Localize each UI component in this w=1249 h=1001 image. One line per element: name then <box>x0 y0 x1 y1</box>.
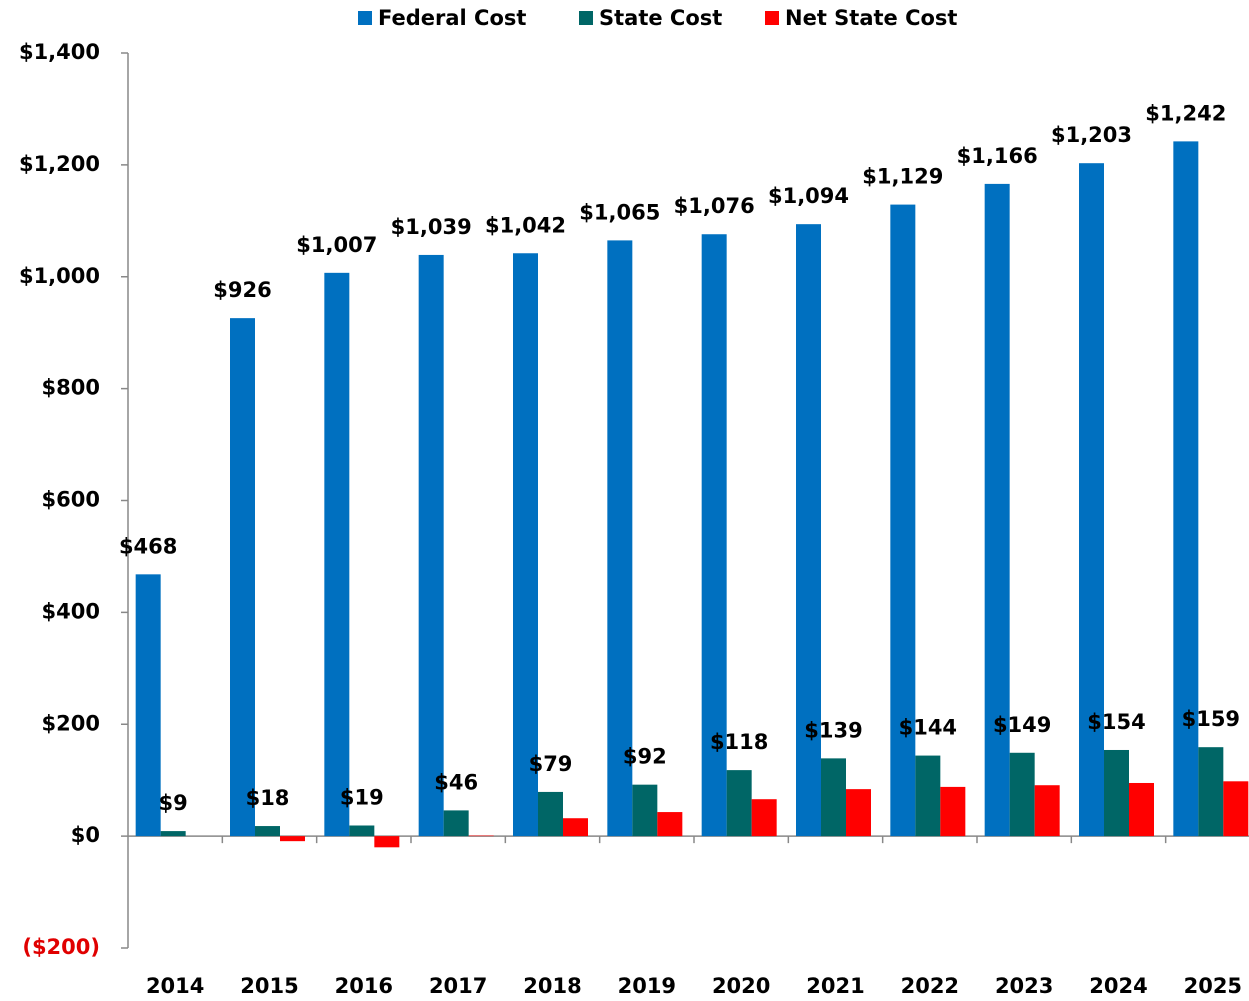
x-tick-label: 2021 <box>806 974 864 998</box>
x-tick-label: 2015 <box>240 974 298 998</box>
data-label: $118 <box>710 730 768 754</box>
y-tick-label: $1,000 <box>19 264 100 288</box>
bar <box>1034 785 1060 837</box>
data-label: $144 <box>899 716 957 740</box>
x-tick-label: 2020 <box>712 974 770 998</box>
bar <box>1223 781 1249 837</box>
bar <box>796 224 821 837</box>
y-tick-label: $400 <box>42 599 100 623</box>
x-tick-label: 2024 <box>1089 974 1147 998</box>
y-tick-label: $200 <box>42 711 100 735</box>
data-label: $1,007 <box>296 233 377 257</box>
x-tick-label: 2019 <box>618 974 676 998</box>
bar <box>1079 163 1104 837</box>
data-label: $9 <box>159 791 188 815</box>
bar <box>513 253 538 837</box>
data-label: $92 <box>623 745 667 769</box>
bar <box>890 204 916 837</box>
bar <box>135 574 161 837</box>
bar <box>940 786 966 837</box>
bar <box>255 826 280 837</box>
data-label: $79 <box>529 752 573 776</box>
bar <box>915 755 941 837</box>
bar <box>230 318 255 837</box>
bar <box>1173 141 1199 837</box>
bar <box>374 836 400 848</box>
bar <box>701 234 727 837</box>
x-tick-label: 2023 <box>995 974 1053 998</box>
bar <box>418 254 444 837</box>
bar <box>846 789 871 837</box>
bar <box>538 791 563 837</box>
data-label: $1,065 <box>579 200 660 224</box>
x-tick-label: 2025 <box>1184 974 1242 998</box>
bar <box>160 831 186 837</box>
data-label: $1,039 <box>391 215 472 239</box>
data-label: $19 <box>340 785 384 809</box>
y-tick-label: $1,400 <box>19 40 100 64</box>
bar <box>349 825 375 837</box>
bar <box>984 183 1010 837</box>
data-label: $1,129 <box>862 165 943 189</box>
data-label: $159 <box>1182 707 1240 731</box>
x-tick-label: 2014 <box>146 974 204 998</box>
legend-swatch <box>579 11 593 25</box>
bar <box>726 770 752 837</box>
data-label: $926 <box>213 278 271 302</box>
data-label: $18 <box>246 786 290 810</box>
y-tick-label: $600 <box>42 488 100 512</box>
x-tick-label: 2016 <box>335 974 393 998</box>
data-label: $1,203 <box>1051 123 1132 147</box>
data-label: $468 <box>119 534 177 558</box>
bar <box>280 836 305 842</box>
bar <box>1198 747 1224 837</box>
data-label: $1,166 <box>957 144 1038 168</box>
x-tick-label: 2022 <box>901 974 959 998</box>
legend-label: Federal Cost <box>378 6 526 30</box>
x-tick-label: 2018 <box>523 974 581 998</box>
bar <box>607 240 633 837</box>
bar <box>751 799 777 837</box>
bar <box>1009 752 1035 837</box>
y-tick-label: ($200) <box>22 935 100 959</box>
data-label: $1,042 <box>485 213 566 237</box>
bar <box>657 812 683 837</box>
bar <box>443 810 469 837</box>
data-label: $154 <box>1087 710 1145 734</box>
x-tick-label: 2017 <box>429 974 487 998</box>
bar <box>821 758 846 837</box>
data-label: $1,094 <box>768 184 849 208</box>
legend-label: Net State Cost <box>785 6 957 30</box>
y-tick-label: $1,200 <box>19 152 100 176</box>
legend-label: State Cost <box>599 6 722 30</box>
legend-swatch <box>765 11 779 25</box>
bar <box>324 272 350 837</box>
bar <box>1104 749 1129 837</box>
bar <box>468 835 494 837</box>
data-label: $1,076 <box>674 194 755 218</box>
bar <box>632 784 658 837</box>
y-tick-label: $800 <box>42 376 100 400</box>
data-label: $1,242 <box>1145 101 1226 125</box>
legend-swatch <box>358 11 372 25</box>
data-label: $139 <box>804 718 862 742</box>
data-label: $46 <box>434 770 478 794</box>
bar <box>1129 782 1154 837</box>
y-tick-label: $0 <box>71 823 100 847</box>
bar <box>563 818 588 837</box>
data-label: $149 <box>993 713 1051 737</box>
